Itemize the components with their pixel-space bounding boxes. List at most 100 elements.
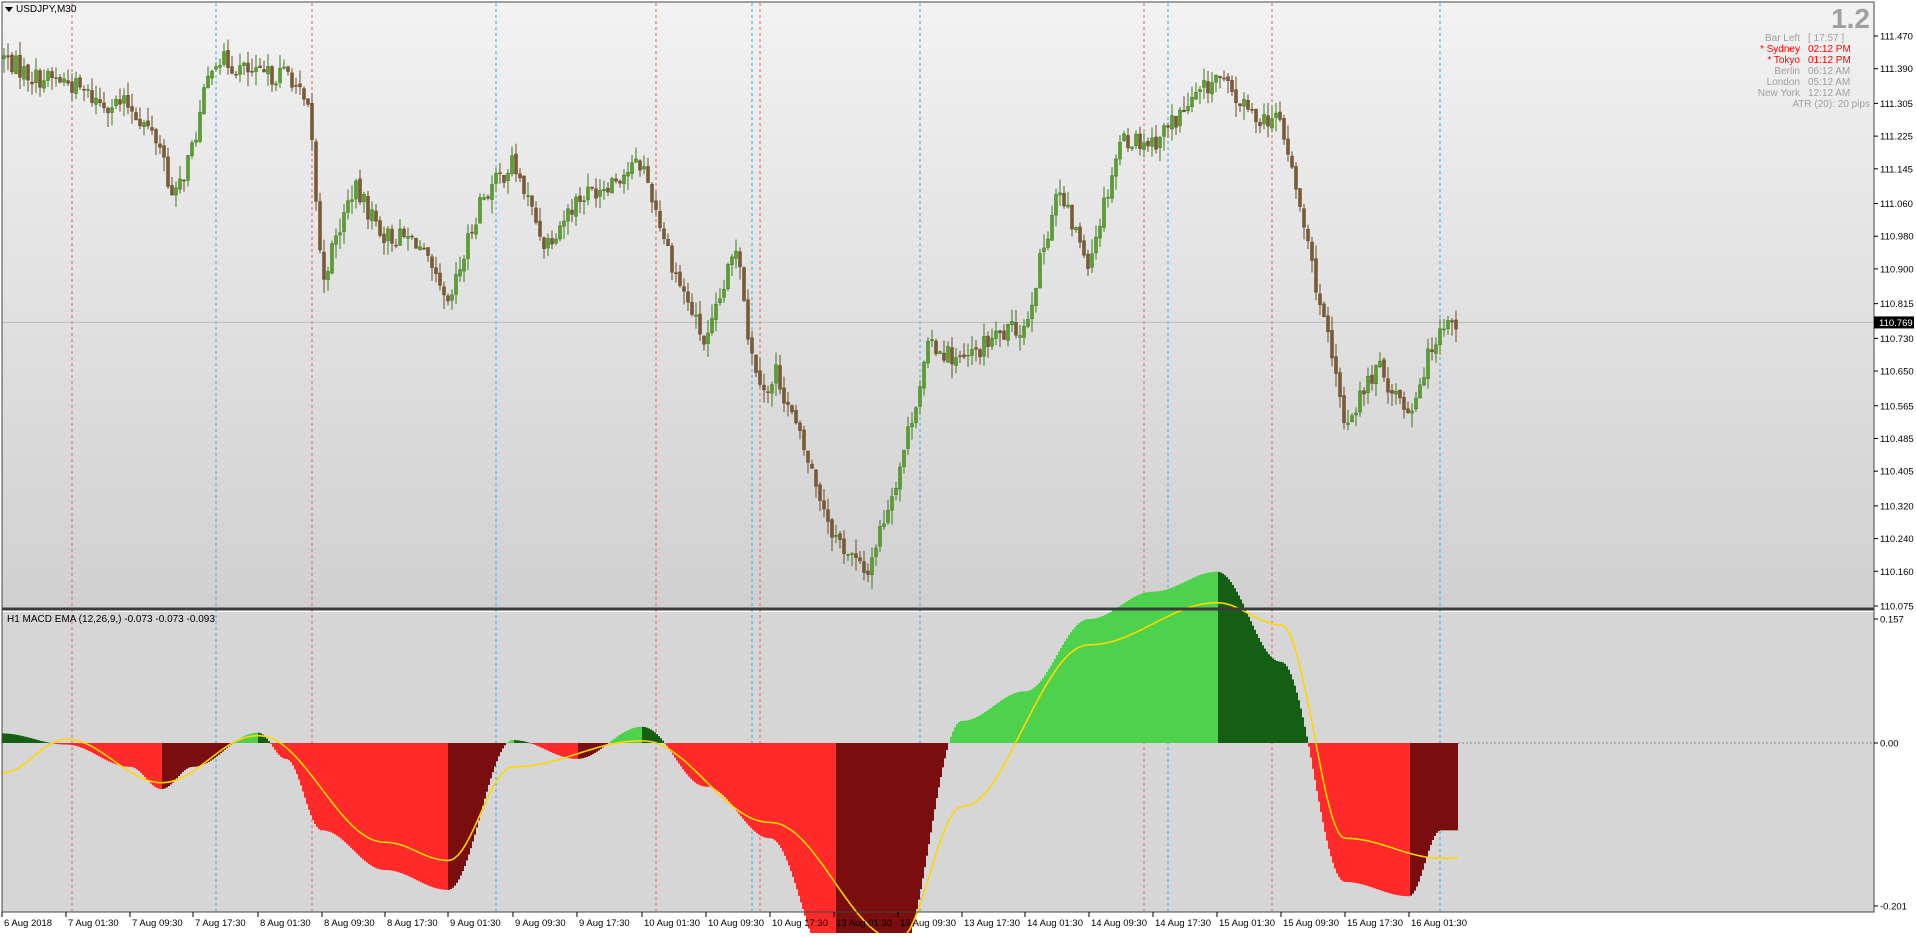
macd-bar — [314, 743, 316, 824]
macd-bar — [1018, 691, 1020, 743]
macd-bar — [1154, 591, 1156, 743]
macd-bar — [536, 743, 538, 746]
macd-bar — [924, 743, 926, 868]
macd-bar — [700, 743, 702, 786]
macd-bar — [866, 743, 868, 938]
macd-bar — [178, 743, 180, 777]
macd-bar — [166, 743, 168, 788]
macd-bar — [1228, 579, 1230, 743]
bear-candle — [1294, 166, 1298, 190]
macd-bar — [1182, 582, 1184, 743]
macd-bar — [1210, 572, 1212, 743]
macd-bar — [698, 743, 700, 785]
macd-bar — [246, 734, 248, 743]
macd-bar — [1266, 651, 1268, 743]
macd-bar — [1040, 680, 1042, 743]
macd-bar — [374, 743, 376, 868]
bear-candle — [658, 211, 662, 228]
macd-bar — [1046, 672, 1048, 743]
macd-bar — [570, 743, 572, 759]
macd-bar — [966, 720, 968, 743]
bear-candle — [258, 65, 262, 68]
time-axis: 6 Aug 2018 7 Aug 01:30 7 Aug 09:30 7 Aug 17… — [1, 912, 1467, 929]
bull-candle — [970, 349, 974, 356]
macd-bar — [1430, 743, 1432, 845]
macd-bar — [986, 710, 988, 743]
macd-bar — [1394, 743, 1396, 895]
bear-candle — [974, 347, 978, 350]
bull-candle — [114, 98, 118, 107]
macd-bar — [310, 743, 312, 816]
macd-bar — [1254, 629, 1256, 743]
macd-bar — [834, 743, 836, 938]
bear-candle — [678, 271, 682, 286]
macd-bar — [838, 743, 840, 938]
macd-bar — [864, 743, 866, 938]
macd-bar — [40, 740, 42, 743]
macd-bar — [522, 741, 524, 743]
bear-candle — [302, 88, 306, 100]
macd-bar — [1270, 656, 1272, 743]
macd-bar — [798, 743, 800, 896]
macd-bar — [356, 743, 358, 854]
bull-candle — [354, 180, 358, 200]
macd-bar — [1058, 651, 1060, 743]
macd-bar — [1332, 743, 1334, 863]
bull-candle — [1066, 204, 1070, 208]
macd-bar — [1292, 679, 1294, 743]
macd-bar — [738, 743, 740, 814]
macd-bar — [46, 742, 48, 743]
bear-candle — [58, 77, 62, 83]
macd-bar — [602, 743, 604, 748]
macd-bar — [1352, 743, 1354, 883]
bear-candle — [366, 195, 370, 220]
macd-bar — [1112, 610, 1114, 743]
bull-candle — [898, 466, 902, 490]
bull-candle — [846, 554, 850, 556]
macd-bar — [1032, 688, 1034, 743]
bull-candle — [1050, 215, 1054, 241]
macd-bar — [1140, 593, 1142, 743]
bull-candle — [994, 330, 998, 339]
macd-bar — [1390, 743, 1392, 894]
bull-candle — [370, 209, 374, 221]
macd-bar — [80, 743, 82, 748]
macd-bar — [764, 743, 766, 838]
bull-candle — [1194, 92, 1198, 100]
bull-candle — [1434, 344, 1438, 354]
macd-bar — [1242, 603, 1244, 743]
triangle-down-icon[interactable] — [5, 6, 13, 12]
macd-bar — [630, 728, 632, 743]
bear-candle — [670, 245, 674, 273]
bear-candle — [1230, 79, 1234, 92]
bear-candle — [26, 64, 30, 81]
macd-bar — [708, 743, 710, 787]
macd-bar — [934, 743, 936, 810]
macd-bar — [54, 743, 56, 744]
macd-bar — [382, 743, 384, 870]
macd-bar — [2, 733, 4, 743]
session-clock-label: Bar Left — [1764, 33, 1800, 44]
macd-bar — [750, 743, 752, 828]
bull-candle — [178, 178, 182, 190]
macd-bar — [946, 743, 948, 751]
macd-bar — [334, 743, 336, 835]
time-tick-label: 15 Aug 09:30 — [1283, 918, 1339, 929]
macd-bar — [574, 743, 576, 759]
macd-bar — [454, 743, 456, 886]
macd-bar — [164, 743, 166, 789]
macd-bar — [1198, 575, 1200, 743]
macd-bar — [442, 743, 444, 890]
bear-candle — [1406, 408, 1410, 414]
bear-candle — [958, 355, 962, 357]
macd-bar — [78, 743, 80, 747]
macd-bar — [902, 743, 904, 938]
macd-bar — [1126, 601, 1128, 743]
macd-bar — [816, 743, 818, 938]
macd-bar — [428, 743, 430, 886]
macd-bar — [624, 731, 626, 743]
time-tick-label: 9 Aug 17:30 — [579, 918, 630, 929]
symbol-menu[interactable]: USDJPY,M30 — [5, 4, 76, 15]
